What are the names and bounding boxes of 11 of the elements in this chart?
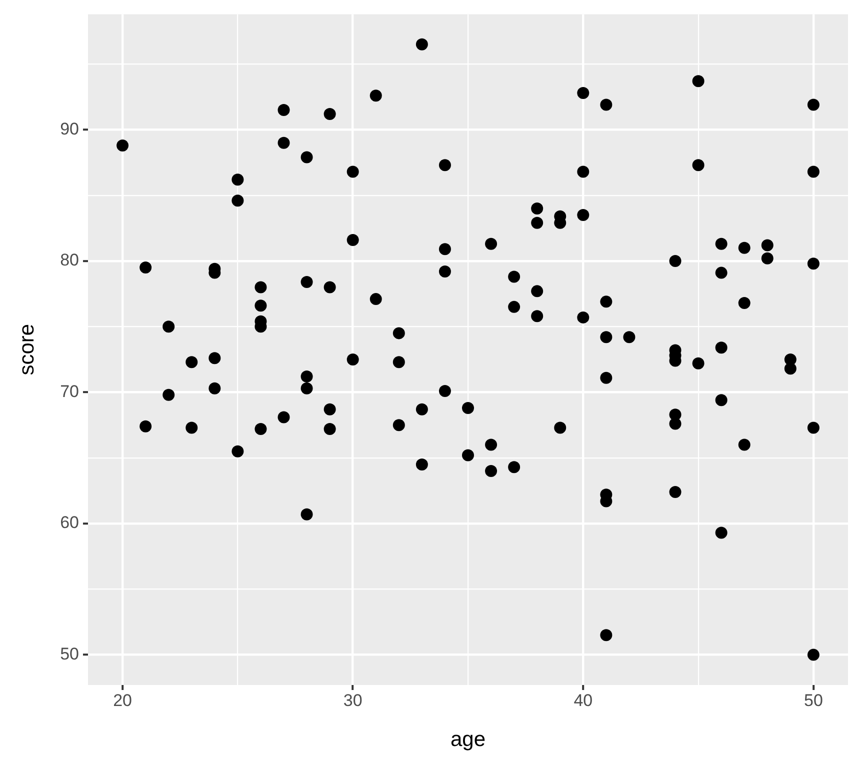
y-axis-title: score <box>15 324 38 376</box>
y-tick-label: 50 <box>60 644 79 664</box>
x-tick-label: 20 <box>113 690 132 710</box>
y-tick-label: 70 <box>60 382 79 401</box>
x-tick-label: 40 <box>574 690 593 710</box>
x-axis-title: age <box>450 728 486 752</box>
y-tick-label: 60 <box>60 513 79 532</box>
y-tick-label: 90 <box>60 119 79 138</box>
x-tick-label: 30 <box>343 690 362 710</box>
x-tick-label: 50 <box>804 690 823 710</box>
y-tick-label: 80 <box>60 250 79 270</box>
